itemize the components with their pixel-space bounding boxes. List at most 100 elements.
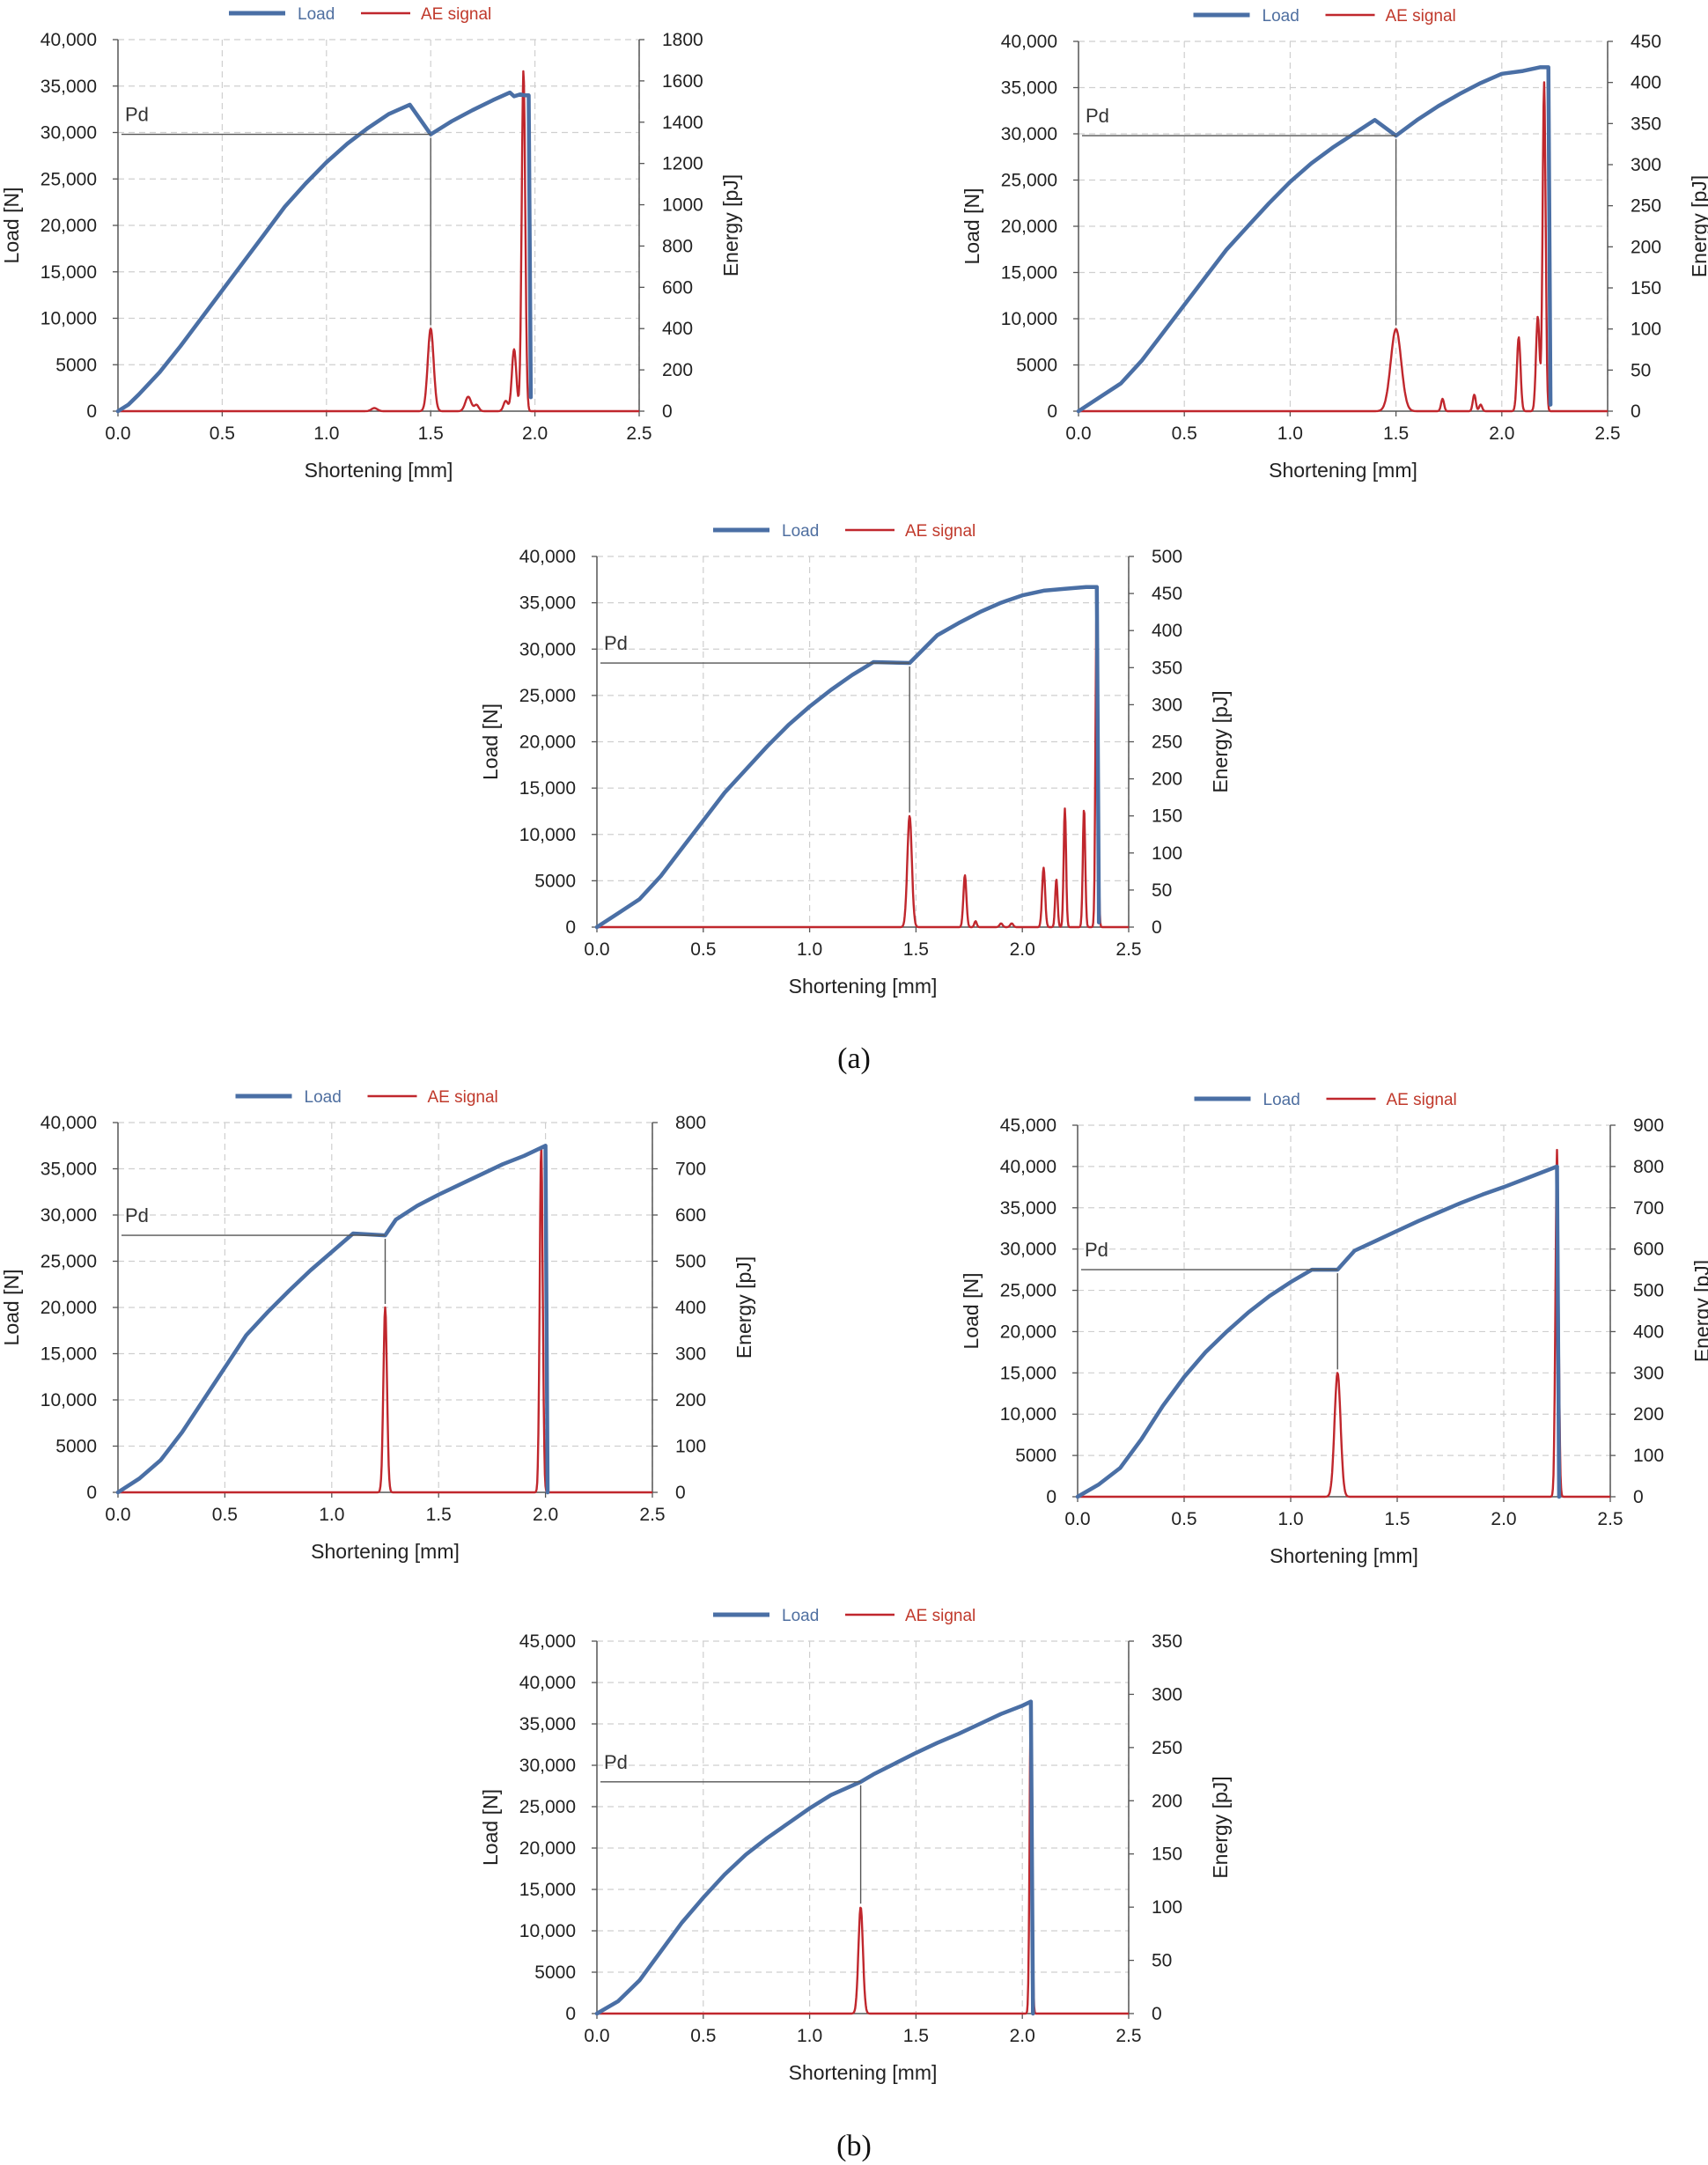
y2-tick-label: 400: [662, 319, 693, 339]
y-tick-label: 35,000: [519, 593, 576, 614]
y-tick-label: 10,000: [1000, 1404, 1056, 1425]
ae-signal-series: [117, 1145, 653, 1494]
y2-tick-label: 700: [675, 1160, 706, 1180]
y-tick-label: 10,000: [519, 1921, 576, 1941]
y2-tick-label: 100: [1152, 843, 1182, 864]
y-tick-label: 20,000: [40, 216, 97, 236]
y-tick-label: 20,000: [40, 1298, 97, 1318]
y2-tick-label: 450: [1631, 32, 1661, 52]
y2-tick-label: 1200: [662, 154, 703, 174]
chart-1: 0.0 0.5 1.0 1.5 2.0 2.5 0 5000 10,000 15,000 20,00…: [0, 5, 742, 482]
y2-tick-label: 300: [1152, 695, 1182, 715]
legend-label-ae: AE signal: [421, 5, 491, 24]
y-tick-label: 15,000: [1000, 1363, 1056, 1383]
y-axis-title: Load [N]: [0, 188, 23, 264]
legend-label-ae: AE signal: [1387, 1091, 1457, 1109]
chart-6: 0.0 0.5 1.0 1.5 2.0 2.5 0 5000 10,000 15,000 20,00…: [479, 1607, 1232, 2084]
ae-signal-series: [1078, 81, 1609, 413]
y2-tick-label: 300: [1152, 1684, 1182, 1705]
y-tick-label: 30,000: [40, 1205, 97, 1226]
x-tick-label: 1.5: [418, 423, 444, 444]
load-series: [115, 1144, 550, 1495]
pd-label: Pd: [125, 104, 149, 126]
load-series: [1075, 1164, 1562, 1499]
legend-label-load: Load: [782, 1607, 819, 1625]
legend-label-load: Load: [305, 1088, 342, 1107]
y2-tick-label: 100: [1633, 1446, 1664, 1466]
y2-axis-title: Energy [pJ]: [1690, 1260, 1708, 1362]
y-tick-label: 45,000: [519, 1631, 576, 1652]
y2-axis-title: Energy [pJ]: [1688, 175, 1708, 277]
ae-signal-series: [1077, 1148, 1611, 1499]
y2-tick-label: 200: [1152, 770, 1182, 790]
y-tick-label: 40,000: [40, 1113, 97, 1133]
x-tick-label: 0.5: [212, 1505, 238, 1525]
y2-axis-title: Energy [pJ]: [1209, 690, 1232, 792]
y-tick-label: 40,000: [519, 547, 576, 567]
y-tick-label: 25,000: [519, 1797, 576, 1817]
ae-signal-series: [117, 70, 640, 413]
y2-tick-label: 50: [1631, 360, 1651, 380]
y-tick-label: 35,000: [1000, 1198, 1056, 1219]
legend-label-load: Load: [782, 522, 819, 541]
y-tick-label: 40,000: [1001, 32, 1057, 52]
x-tick-label: 2.5: [639, 1505, 665, 1525]
y2-axis-title: Energy [pJ]: [719, 174, 742, 276]
legend-label-ae: AE signal: [428, 1088, 498, 1107]
y-tick-label: 30,000: [1000, 1240, 1056, 1260]
y2-tick-label: 500: [1152, 547, 1182, 567]
y-tick-label: 40,000: [40, 30, 97, 50]
y2-tick-label: 1400: [662, 113, 703, 133]
ae-signal-series: [596, 585, 1130, 929]
ae-signal-series: [596, 1705, 1130, 2015]
pd-label: Pd: [604, 1751, 628, 1773]
y2-tick-label: 150: [1631, 278, 1661, 298]
y2-tick-label: 300: [675, 1344, 706, 1365]
chart-5: 0.0 0.5 1.0 1.5 2.0 2.50500010,00015,00020,00…: [960, 1091, 1708, 1567]
y-tick-label: 5000: [55, 355, 97, 375]
y2-axis-title: Energy [pJ]: [733, 1256, 755, 1359]
y2-tick-label: 350: [1631, 114, 1661, 134]
x-tick-label: 0.5: [690, 2026, 716, 2046]
y2-tick-label: 50: [1152, 1951, 1172, 1971]
chart-2: 0.0 0.5 1.0 1.5 2.0 2.5 0 5000 10,000 15,000 20,00…: [961, 7, 1708, 482]
x-tick-label: 2.0: [1010, 2026, 1035, 2046]
y-tick-label: 20,000: [1001, 217, 1057, 237]
y2-tick-label: 400: [1631, 73, 1661, 93]
y2-tick-label: 1800: [662, 30, 703, 50]
x-axis-title: Shortening [mm]: [789, 975, 938, 998]
y2-tick-label: 200: [1631, 237, 1661, 257]
y2-tick-label: 700: [1633, 1198, 1664, 1219]
y-tick-label: 0: [1046, 1487, 1056, 1507]
legend-label-load: Load: [1263, 7, 1299, 26]
legend-label-ae: AE signal: [1386, 7, 1456, 26]
y-tick-label: 20,000: [1000, 1322, 1056, 1342]
y2-tick-label: 0: [662, 401, 673, 422]
y-tick-label: 15,000: [519, 778, 576, 799]
y-tick-label: 10,000: [40, 309, 97, 329]
y-tick-label: 5000: [1015, 1446, 1056, 1466]
x-tick-label: 1.5: [1383, 423, 1409, 444]
y2-tick-label: 900: [1633, 1116, 1664, 1136]
x-axis-title: Shortening [mm]: [305, 459, 453, 482]
y-tick-label: 0: [565, 917, 576, 938]
x-tick-label: 2.0: [533, 1505, 558, 1525]
y-tick-label: 25,000: [519, 686, 576, 706]
y-tick-label: 0: [86, 401, 97, 422]
y2-tick-label: 1000: [662, 195, 703, 216]
y2-tick-label: 600: [1633, 1240, 1664, 1260]
y2-tick-label: 500: [675, 1252, 706, 1272]
y2-tick-label: 600: [662, 277, 693, 298]
y-tick-label: 20,000: [519, 1838, 576, 1859]
y-tick-label: 0: [565, 2004, 576, 2024]
y2-tick-label: 0: [1152, 917, 1162, 938]
y2-tick-label: 150: [1152, 1845, 1182, 1865]
y-tick-label: 30,000: [519, 1756, 576, 1776]
x-tick-label: 1.5: [426, 1505, 452, 1525]
x-tick-label: 0.0: [584, 2026, 609, 2046]
legend-label-ae: AE signal: [905, 522, 975, 541]
y2-tick-label: 0: [1633, 1487, 1644, 1507]
y-tick-label: 15,000: [40, 262, 97, 283]
y-tick-label: 25,000: [1001, 171, 1057, 191]
pd-label: Pd: [1086, 105, 1109, 127]
